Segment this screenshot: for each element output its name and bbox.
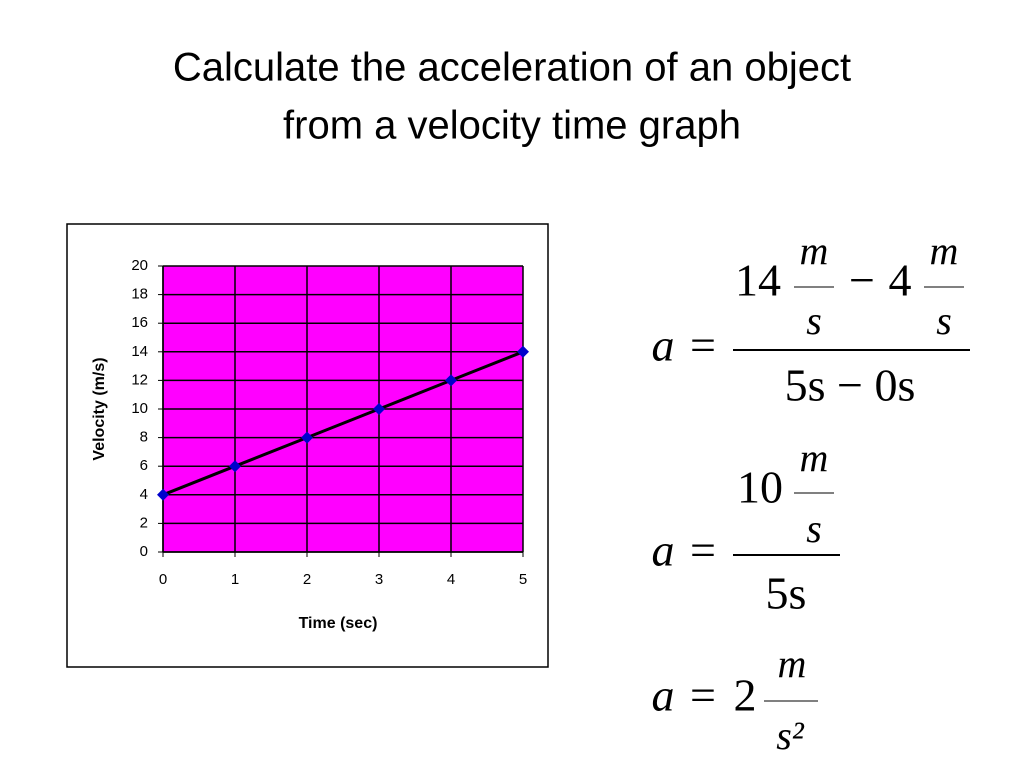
eq-op: = — [690, 525, 716, 576]
y-tick-label: 16 — [131, 314, 148, 331]
eq-unit: m — [778, 641, 807, 686]
eq-op: − — [849, 255, 875, 306]
y-tick-label: 2 — [140, 514, 148, 531]
x-axis-label: Time (sec) — [299, 615, 378, 632]
x-tick-label: 4 — [447, 571, 455, 588]
eq-unit: s — [806, 298, 822, 343]
y-tick-label: 4 — [140, 486, 148, 503]
title-line: from a velocity time graph — [283, 104, 741, 148]
x-tick-label: 5 — [519, 571, 527, 588]
eq-unit: s² — [776, 713, 805, 758]
eq-lhs: a — [652, 670, 675, 721]
eq-lhs: a — [652, 525, 675, 576]
title-line: Calculate the acceleration of an object — [173, 46, 851, 90]
y-tick-label: 20 — [131, 257, 148, 274]
eq-number: 2 — [734, 670, 757, 721]
data-line — [162, 350, 524, 497]
eq-unit: m — [800, 228, 829, 273]
y-tick-label: 0 — [140, 543, 148, 560]
x-tick-label: 2 — [303, 571, 311, 588]
y-axis-label: Velocity (m/s) — [91, 357, 108, 460]
y-tick-label: 14 — [131, 343, 148, 360]
eq-op: = — [690, 320, 716, 371]
data-marker — [229, 460, 241, 473]
data-marker — [157, 488, 169, 501]
eq-denominator: 5s − 0s — [785, 360, 916, 411]
y-tick-label: 10 — [131, 400, 148, 417]
eq-number: 14 — [735, 255, 781, 306]
eq-unit: s — [936, 298, 952, 343]
y-tick-label: 18 — [131, 286, 148, 303]
eq-unit: m — [930, 228, 959, 273]
data-marker — [517, 345, 529, 358]
data-marker — [301, 431, 313, 444]
x-tick-label: 3 — [375, 571, 383, 588]
eq-number: 4 — [889, 255, 912, 306]
y-tick-label: 8 — [140, 429, 148, 446]
y-tick-label: 6 — [140, 457, 148, 474]
data-marker — [445, 374, 457, 387]
x-tick-label: 0 — [159, 571, 167, 588]
eq-unit: s — [806, 506, 822, 551]
x-tick-label: 1 — [231, 571, 239, 588]
data-marker — [373, 403, 385, 415]
eq-op: = — [690, 670, 716, 721]
eq-unit: m — [800, 435, 829, 480]
y-tick-label: 12 — [131, 371, 148, 388]
eq-lhs: a — [652, 320, 675, 371]
eq-denominator: 5s — [766, 568, 807, 619]
eq-number: 10 — [737, 462, 783, 513]
